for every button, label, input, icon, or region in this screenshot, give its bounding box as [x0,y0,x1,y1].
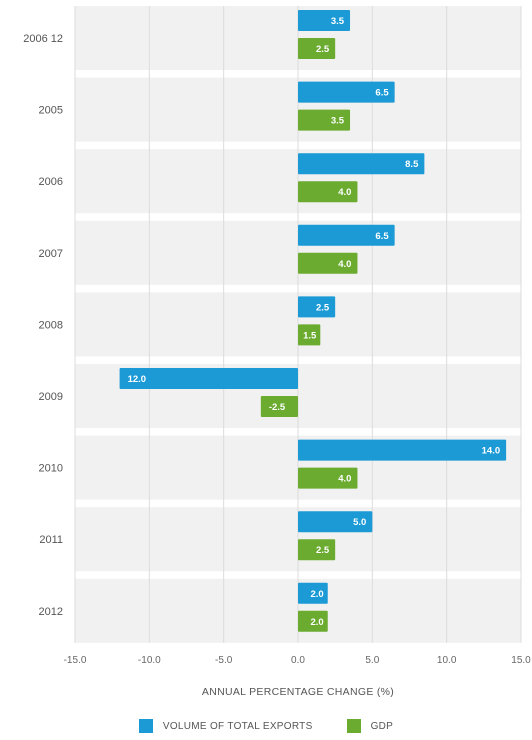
bar [298,582,328,604]
x-axis-label: ANNUAL PERCENTAGE CHANGE (%) [202,686,394,698]
bar [298,224,395,246]
x-tick-label: -5.0 [215,655,233,666]
data-label: 2.5 [316,545,330,556]
bar [260,396,298,417]
legend: VOLUME OF TOTAL EXPORTS GDP [0,716,532,736]
category-label: 2009 [39,391,63,403]
x-tick-label: 0.0 [291,655,305,666]
bar [298,38,336,59]
category-label: 2008 [39,319,63,331]
data-label: -2.5 [269,402,286,413]
data-label: 4.0 [338,474,351,485]
data-label: 2.5 [316,44,330,55]
data-label: 4.0 [338,259,351,270]
legend-swatch-exports [138,719,153,733]
category-label: 2011 [39,534,63,546]
category-label: 2005 [39,105,63,117]
legend-swatch-gdp [346,719,361,733]
data-label: 1.5 [303,330,317,341]
category-label: 2006 12 [23,33,63,45]
bar [298,181,358,203]
bar [298,610,328,632]
bar [298,81,395,103]
x-tick-label: 5.0 [365,655,379,666]
bar [298,539,336,561]
legend-item-exports: VOLUME OF TOTAL EXPORTS [138,719,313,733]
x-tick-label: 10.0 [437,655,457,666]
legend-item-gdp: GDP [346,719,394,733]
category-label: 2010 [39,463,63,475]
bar [298,439,507,461]
data-label: 14.0 [482,446,501,457]
category-label: 2007 [39,248,63,260]
category-label: 2006 [39,176,63,188]
data-label: 8.5 [405,159,419,170]
data-label: 2.0 [311,617,324,628]
bar [298,252,358,274]
bar [298,10,351,31]
data-label: 3.5 [331,116,345,127]
data-label: 6.5 [375,88,389,99]
bar [298,109,351,131]
legend-label-gdp: GDP [370,720,394,732]
data-label: 6.5 [375,231,389,242]
data-label: 4.0 [338,187,351,198]
bar [298,511,373,533]
data-label: 2.5 [316,302,330,313]
bar [298,296,336,318]
category-label: 2012 [39,606,63,618]
x-tick-label: -15.0 [64,655,87,666]
bar-chart: 2006 12 2005 2006 2007 2008 2009 2010 2011 2012 3… [23,6,531,698]
data-label: 12.0 [128,374,147,385]
bar [298,324,321,346]
bar [298,467,358,489]
data-label: 3.5 [331,16,345,27]
x-tick-label: 15.0 [511,655,531,666]
bar [298,153,425,175]
legend-label-exports: VOLUME OF TOTAL EXPORTS [162,720,313,732]
bar [119,368,298,389]
data-label: 2.0 [311,589,324,600]
x-tick-label: -10.0 [138,655,161,666]
data-label: 5.0 [353,517,366,528]
